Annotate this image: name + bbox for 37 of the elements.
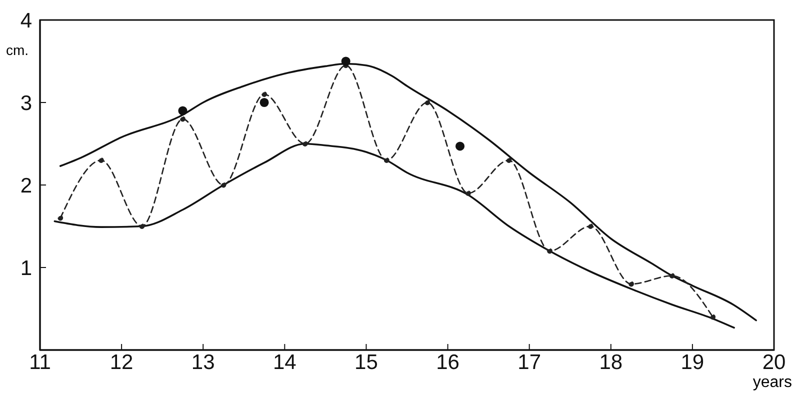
x-tick-label: 13 [191, 350, 215, 374]
point [260, 98, 269, 108]
y-tick-label: 2 [20, 174, 32, 198]
point [710, 314, 716, 320]
x-tick-label: 15 [354, 350, 378, 374]
x-tick-label: 20 [762, 350, 786, 374]
point [455, 142, 465, 151]
point [547, 248, 552, 254]
y-tick-label: 1 [20, 256, 32, 280]
x-tick-label: 19 [680, 350, 704, 374]
point [302, 141, 308, 146]
line-series [54, 142, 735, 329]
point [180, 116, 186, 122]
x-tick-label: 11 [29, 350, 51, 374]
point [262, 92, 267, 97]
x-tick-label: 12 [110, 350, 134, 374]
point [384, 158, 390, 163]
x-tick-label: 17 [518, 350, 542, 374]
point [628, 281, 634, 287]
point [178, 106, 188, 116]
y-tick-label: 3 [20, 92, 32, 115]
x-tick-label: 16 [436, 350, 460, 374]
point [465, 190, 471, 196]
x-axis-title: years [752, 374, 792, 392]
point [588, 224, 594, 229]
point [424, 100, 430, 106]
point [98, 158, 104, 163]
y-axis-title: cm. [6, 42, 29, 58]
point [506, 158, 512, 163]
x-tick-label: 18 [599, 350, 623, 374]
point [220, 182, 226, 188]
point [58, 215, 64, 221]
point [341, 56, 350, 66]
x-tick-label: 14 [272, 350, 297, 374]
point [139, 224, 145, 229]
y-tick-label: 4 [20, 9, 32, 32]
point [669, 273, 675, 278]
